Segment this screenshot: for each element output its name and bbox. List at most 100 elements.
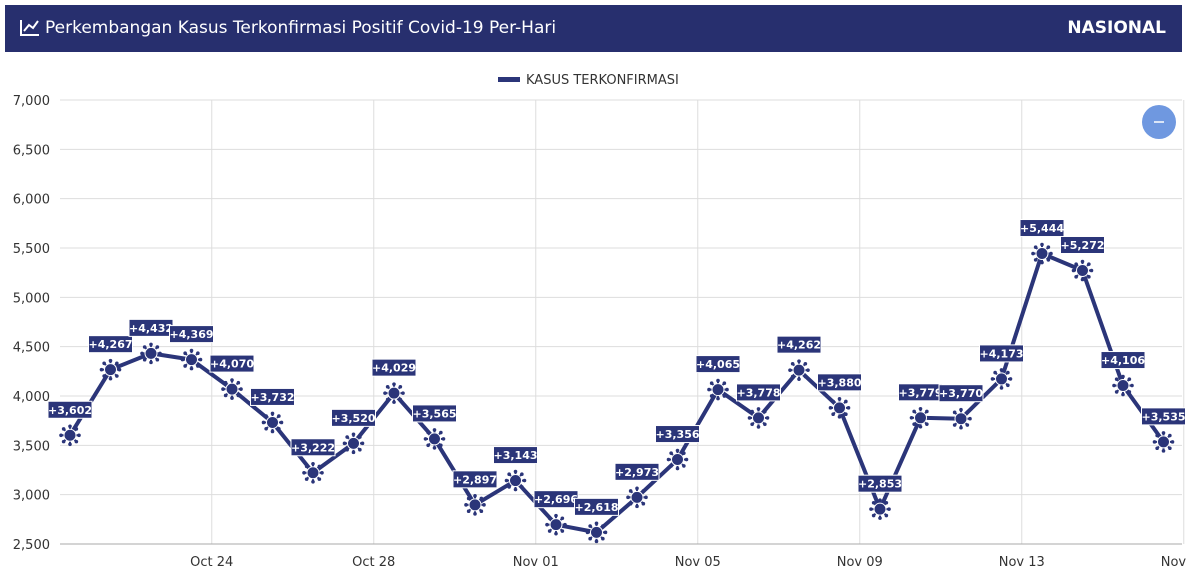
marker-spike-tip: [756, 407, 761, 411]
virus-marker: [666, 448, 689, 471]
marker-spike-tip: [1031, 251, 1035, 256]
virus-marker: [950, 407, 972, 430]
data-label: +3,770: [939, 387, 983, 400]
marker-spike-tip: [1046, 258, 1051, 262]
marker-spike-tip: [196, 351, 200, 356]
data-label-box: [979, 344, 1024, 363]
data-label: +2,973: [615, 466, 659, 479]
data-label-box: [371, 358, 417, 377]
virus-marker: [1031, 242, 1053, 265]
marker-spike-tip: [279, 420, 284, 425]
marker-spike-tip: [560, 529, 565, 533]
marker-body: [1116, 379, 1130, 393]
marker-spike-tip: [180, 357, 185, 362]
marker-spike-tip: [426, 430, 430, 435]
data-label: +3,778: [736, 386, 780, 399]
marker-spike-tip: [547, 516, 552, 521]
data-label-box: [88, 335, 133, 354]
virus-marker: [828, 397, 851, 419]
data-label-box: [1141, 407, 1186, 426]
data-label-box: [857, 474, 903, 493]
marker-body: [752, 411, 765, 425]
marker-spike-tip: [545, 522, 549, 527]
marker-spike-tip: [788, 368, 792, 372]
marker-body: [306, 466, 320, 480]
marker-spike-tip: [115, 374, 119, 378]
marker-spike-tip: [385, 384, 390, 389]
marker-spike-tip: [351, 450, 356, 455]
data-label-box: [169, 325, 214, 344]
marker-spike-tip: [750, 422, 754, 427]
marker-spike-tip: [547, 529, 552, 533]
marker-spike-tip: [277, 414, 281, 418]
marker-spike-tip: [1080, 259, 1085, 264]
marker-spike-tip: [513, 487, 518, 492]
marker-spike-tip: [507, 485, 511, 489]
marker-spike-tip: [585, 530, 590, 535]
marker-spike-tip: [1006, 370, 1010, 375]
marker-spike-tip: [993, 383, 997, 388]
marker-spike-tip: [869, 507, 873, 511]
marker-spike-tip: [682, 464, 686, 468]
legend-swatch: [498, 77, 520, 82]
marker-spike-tip: [1049, 251, 1053, 256]
marker-spike-tip: [797, 377, 801, 381]
marker-spike-tip: [117, 367, 122, 372]
marker-spike-tip: [522, 478, 527, 483]
marker-spike-tip: [1008, 377, 1013, 381]
x-tick-label: Nov 05: [675, 555, 721, 570]
data-label-box: [331, 408, 376, 427]
marker-spike-tip: [223, 380, 228, 385]
marker-spike-tip: [884, 501, 889, 505]
virus-marker: [707, 378, 729, 401]
marker-spike-tip: [196, 364, 200, 368]
marker-spike-tip: [320, 470, 324, 475]
marker-spike-tip: [990, 377, 995, 381]
virus-marker: [747, 407, 770, 429]
marker-spike-tip: [473, 512, 477, 516]
virus-marker: [1152, 431, 1175, 453]
marker-spike-tip: [1114, 390, 1119, 394]
marker-spike-tip: [1127, 390, 1132, 394]
marker-spike-tip: [1155, 446, 1159, 451]
virus-marker: [180, 348, 203, 371]
data-label: +2,696: [534, 493, 578, 506]
data-label-box: [776, 335, 822, 354]
marker-spike-tip: [311, 461, 315, 466]
header-scope[interactable]: NASIONAL: [1067, 18, 1166, 38]
marker-spike-tip: [601, 536, 605, 541]
marker-spike-tip: [360, 441, 365, 446]
y-tick-label: 5,000: [13, 291, 50, 306]
data-label: +4,432: [129, 322, 173, 335]
marker-spike-tip: [959, 425, 963, 430]
y-tick-label: 3,500: [13, 439, 50, 454]
marker-spike-tip: [520, 472, 524, 476]
marker-spike-tip: [993, 370, 997, 375]
marker-body: [387, 386, 401, 400]
marker-spike-tip: [912, 409, 916, 414]
marker-spike-tip: [441, 437, 446, 441]
marker-spike-tip: [682, 451, 686, 455]
marker-spike-tip: [635, 504, 639, 509]
marker-spike-tip: [59, 433, 63, 438]
marker-spike-tip: [1087, 275, 1091, 279]
marker-spike-tip: [1130, 383, 1134, 388]
virus-marker: [909, 407, 932, 429]
marker-spike-tip: [149, 360, 153, 365]
y-tick-label: 6,000: [13, 193, 50, 208]
marker-spike-tip: [1033, 258, 1038, 262]
marker-spike-tip: [74, 427, 79, 431]
marker-spike-tip: [99, 367, 104, 372]
marker-body: [225, 382, 239, 396]
virus-marker: [383, 382, 405, 404]
marker-spike-tip: [317, 477, 322, 481]
marker-spike-tip: [239, 387, 243, 391]
y-tick-label: 6,500: [13, 143, 50, 158]
marker-spike-tip: [722, 381, 727, 386]
data-label: +4,065: [696, 358, 740, 371]
marker-spike-tip: [887, 507, 891, 511]
data-label: +4,106: [1101, 354, 1145, 367]
marker-spike-tip: [401, 391, 405, 395]
